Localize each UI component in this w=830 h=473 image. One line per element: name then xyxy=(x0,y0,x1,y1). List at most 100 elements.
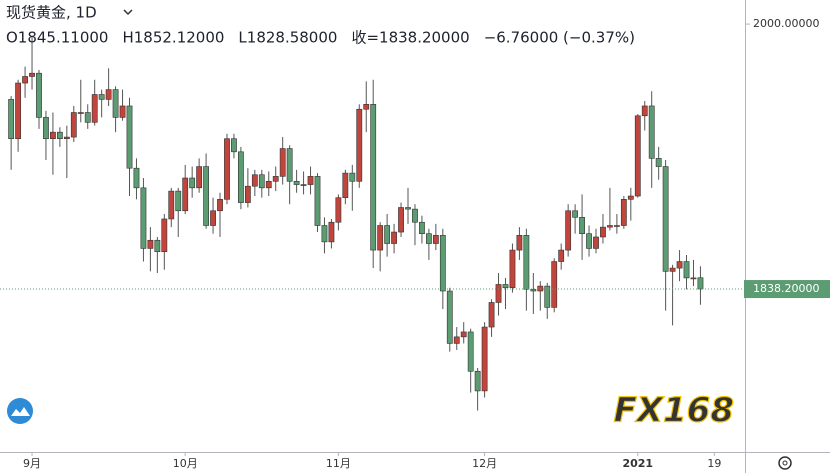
candle-body xyxy=(363,104,370,110)
candle-body xyxy=(572,210,579,218)
candle-body xyxy=(126,105,133,169)
plot xyxy=(0,37,745,411)
candle-body xyxy=(600,226,606,238)
candle-body xyxy=(314,176,321,226)
candle-body xyxy=(112,89,119,118)
candle-body xyxy=(293,180,300,185)
candle-body xyxy=(627,195,634,200)
candle-body xyxy=(655,158,662,167)
candle-body xyxy=(607,225,613,228)
candle-body xyxy=(36,72,42,118)
candle-body xyxy=(593,236,599,249)
candle-body xyxy=(502,284,509,289)
candle-body xyxy=(634,115,641,197)
candle-body xyxy=(662,166,669,272)
candle-body xyxy=(133,167,140,189)
candle-body xyxy=(231,138,237,153)
candle-body xyxy=(224,138,230,200)
candle-body xyxy=(210,210,216,226)
candle-body xyxy=(460,331,467,338)
candle-body xyxy=(412,208,418,223)
candle-body xyxy=(356,108,363,182)
candle-body xyxy=(683,261,690,279)
candle-body xyxy=(370,104,377,251)
candle-body xyxy=(697,277,704,290)
candle-body xyxy=(516,235,523,251)
candle-body xyxy=(251,174,258,187)
candle-body xyxy=(565,210,572,251)
dropdown-icon[interactable] xyxy=(123,9,133,16)
ohlc-value: −6.76000 (−0.37%) xyxy=(484,29,635,47)
candle-body xyxy=(676,261,683,269)
candle-body xyxy=(551,261,558,308)
settings-icon[interactable] xyxy=(778,456,792,470)
candle-body xyxy=(342,172,349,198)
candle-body xyxy=(29,72,35,77)
candle-body xyxy=(648,105,655,159)
candle-body xyxy=(140,187,147,249)
logo-icon[interactable] xyxy=(7,398,33,424)
ohlc-value: H1852.12000 xyxy=(122,29,224,47)
watermark: FX168 xyxy=(614,391,734,431)
candle-body xyxy=(279,148,286,177)
x-tick-label: 11月 xyxy=(326,457,351,470)
candle-body xyxy=(15,82,22,140)
gear-center xyxy=(782,460,788,466)
candle-body xyxy=(91,94,98,123)
candle-body xyxy=(419,221,425,234)
candle-body xyxy=(300,184,307,186)
ohlc-value: 收=1838.20000 xyxy=(351,29,469,47)
candle-body xyxy=(669,267,676,272)
candle-body xyxy=(328,221,335,243)
candle-body xyxy=(168,190,175,220)
ohlc-value: O1845.11000 xyxy=(6,29,108,47)
gear[interactable] xyxy=(778,456,792,470)
candle-body xyxy=(495,284,502,303)
candle-body xyxy=(620,199,627,226)
candle-body xyxy=(77,112,84,114)
candle-body xyxy=(349,172,356,182)
candle-body xyxy=(391,231,397,244)
candle-body xyxy=(453,336,460,344)
candle-body xyxy=(203,166,209,226)
candle-body xyxy=(481,326,488,392)
candle-body xyxy=(405,207,411,210)
candle-body xyxy=(446,290,453,344)
candle-body xyxy=(474,370,481,392)
last-price-label: 1838.20000 xyxy=(753,282,819,295)
candle-body xyxy=(321,225,328,243)
candle-body xyxy=(84,112,91,123)
candle-body xyxy=(244,185,251,203)
candle-body xyxy=(307,176,314,185)
last-price-box xyxy=(744,280,830,299)
candle-body xyxy=(56,131,63,140)
candle-body xyxy=(182,177,189,212)
candle-body xyxy=(63,136,70,140)
candle-body xyxy=(22,76,28,84)
x-tick-label: 19 xyxy=(707,457,721,470)
candle-body xyxy=(105,89,112,100)
ohlc-value: L1828.58000 xyxy=(238,29,337,47)
candle-body xyxy=(384,225,391,244)
candle-body xyxy=(147,239,154,249)
candle-body xyxy=(467,331,474,372)
candle-body xyxy=(586,233,592,249)
candle-body xyxy=(258,174,265,189)
candle-body xyxy=(558,249,565,262)
candle-body xyxy=(196,166,203,189)
candle-body xyxy=(690,277,697,280)
candle-body xyxy=(175,190,182,212)
candle-body xyxy=(488,302,495,328)
candle-body xyxy=(154,239,161,253)
candle-body xyxy=(377,225,384,251)
candle-body xyxy=(530,289,537,292)
candle-body xyxy=(119,105,126,118)
candle-body xyxy=(432,235,439,244)
x-tick-label: 2021 xyxy=(622,457,653,470)
candle-body xyxy=(335,197,342,223)
symbol: 现货黄金, 1D xyxy=(6,4,97,22)
candle-body xyxy=(70,112,77,138)
logo-shape xyxy=(11,407,30,416)
candle-body xyxy=(272,176,279,182)
